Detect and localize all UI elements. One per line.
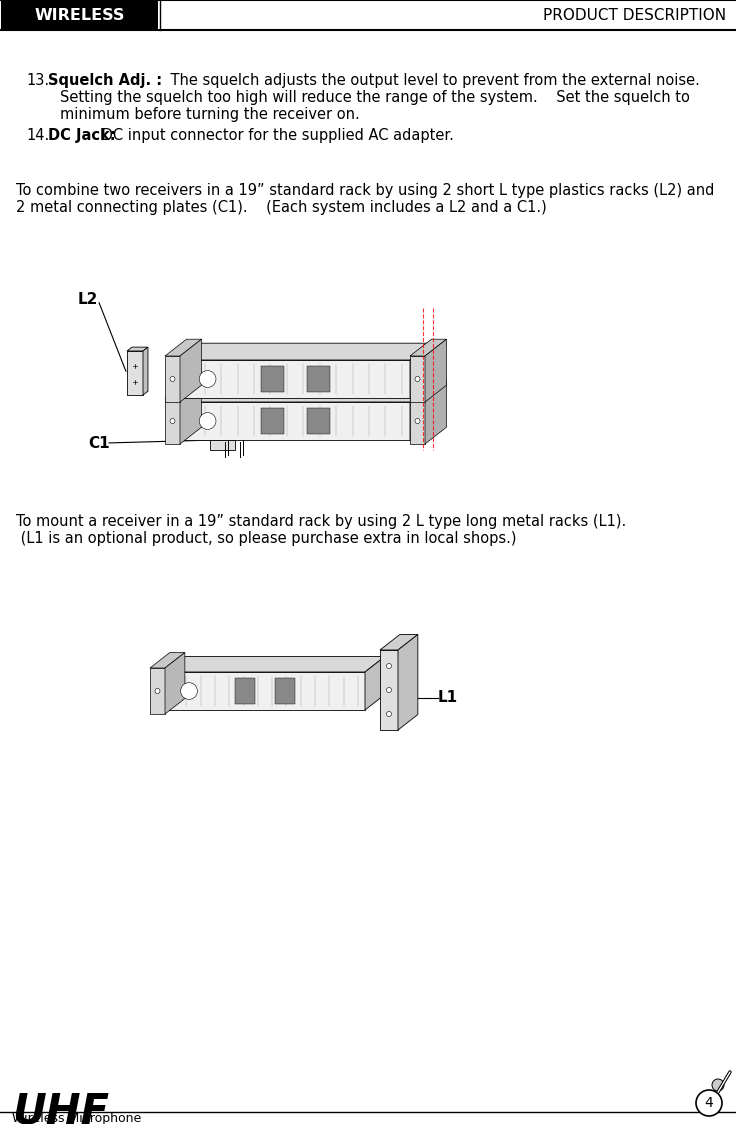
Polygon shape — [365, 656, 385, 710]
Text: 14.: 14. — [26, 128, 49, 143]
Polygon shape — [410, 343, 431, 398]
Polygon shape — [410, 339, 447, 356]
Polygon shape — [410, 386, 431, 439]
Circle shape — [170, 418, 175, 424]
Text: (L1 is an optional product, so please purchase extra in local shops.): (L1 is an optional product, so please pu… — [16, 531, 517, 546]
Polygon shape — [165, 656, 385, 672]
Polygon shape — [261, 408, 283, 434]
Text: To combine two receivers in a 19” standard rack by using 2 short L type plastics: To combine two receivers in a 19” standa… — [16, 183, 715, 198]
Text: L2: L2 — [78, 292, 99, 308]
Polygon shape — [235, 678, 255, 705]
Polygon shape — [275, 678, 295, 705]
Polygon shape — [410, 381, 447, 398]
Text: 4: 4 — [704, 1096, 713, 1111]
Text: DC Jack:: DC Jack: — [48, 128, 116, 143]
Polygon shape — [210, 434, 244, 439]
Text: Squelch Adj. :: Squelch Adj. : — [48, 73, 162, 88]
Circle shape — [155, 689, 160, 694]
Polygon shape — [261, 365, 283, 392]
Circle shape — [696, 1090, 722, 1116]
Text: WIRELESS: WIRELESS — [35, 8, 125, 22]
Circle shape — [386, 688, 392, 692]
Polygon shape — [398, 634, 418, 729]
Polygon shape — [165, 381, 202, 398]
Text: C1: C1 — [88, 435, 110, 451]
Polygon shape — [180, 339, 202, 402]
Polygon shape — [180, 381, 202, 444]
Polygon shape — [143, 347, 148, 395]
Polygon shape — [127, 351, 143, 395]
Polygon shape — [165, 339, 202, 356]
Polygon shape — [380, 634, 418, 650]
Polygon shape — [165, 653, 185, 714]
Polygon shape — [165, 398, 180, 444]
Polygon shape — [306, 365, 330, 392]
Polygon shape — [380, 650, 398, 729]
Text: To mount a receiver in a 19” standard rack by using 2 L type long metal racks (L: To mount a receiver in a 19” standard ra… — [16, 514, 626, 529]
Circle shape — [415, 377, 420, 381]
Polygon shape — [150, 653, 185, 668]
Circle shape — [386, 663, 392, 669]
Text: PRODUCT DESCRIPTION: PRODUCT DESCRIPTION — [543, 8, 726, 22]
Bar — [1, 1, 158, 29]
Circle shape — [199, 371, 216, 388]
Polygon shape — [425, 339, 447, 402]
Text: UHF: UHF — [12, 1090, 109, 1124]
Text: 13.: 13. — [26, 73, 49, 88]
Polygon shape — [150, 668, 165, 714]
Text: The squelch adjusts the output level to prevent from the external noise.: The squelch adjusts the output level to … — [152, 73, 700, 88]
Polygon shape — [410, 398, 425, 444]
Circle shape — [712, 1079, 724, 1091]
Text: DC input connector for the supplied AC adapter.: DC input connector for the supplied AC a… — [97, 128, 454, 143]
Bar — [0, 0, 736, 30]
Text: minimum before turning the receiver on.: minimum before turning the receiver on. — [60, 107, 360, 123]
Polygon shape — [180, 360, 410, 398]
Polygon shape — [306, 408, 330, 434]
Text: 2 metal connecting plates (C1).    (Each system includes a L2 and a C1.): 2 metal connecting plates (C1). (Each sy… — [16, 200, 547, 215]
Polygon shape — [210, 439, 235, 450]
Circle shape — [415, 418, 420, 424]
Text: L1: L1 — [438, 690, 458, 706]
Circle shape — [386, 711, 392, 716]
Polygon shape — [180, 386, 431, 402]
Polygon shape — [180, 343, 431, 360]
Polygon shape — [425, 381, 447, 444]
Polygon shape — [180, 402, 410, 439]
Circle shape — [199, 413, 216, 429]
Circle shape — [180, 682, 197, 699]
Polygon shape — [165, 672, 365, 710]
Circle shape — [170, 377, 175, 381]
Text: Setting the squelch too high will reduce the range of the system.    Set the squ: Setting the squelch too high will reduce… — [60, 90, 690, 105]
Text: Wireless Microphone: Wireless Microphone — [12, 1112, 141, 1124]
Polygon shape — [165, 356, 180, 402]
Polygon shape — [410, 356, 425, 402]
Polygon shape — [127, 347, 148, 351]
